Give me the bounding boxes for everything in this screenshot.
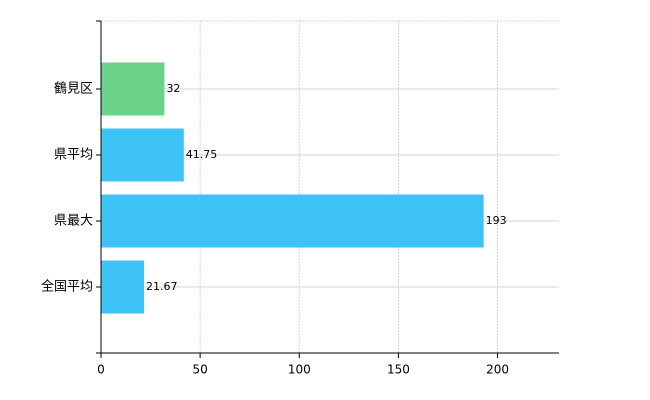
y-tick-label: 鶴見区 xyxy=(54,81,93,97)
x-tick-label: 150 xyxy=(387,363,410,377)
bar xyxy=(101,260,144,314)
y-tick-label: 県平均 xyxy=(54,148,93,163)
y-tick-label: 県最大 xyxy=(54,214,93,229)
data-label: 21.67 xyxy=(146,280,178,293)
bar xyxy=(101,128,184,182)
data-label: 41.75 xyxy=(186,148,218,161)
bar xyxy=(101,194,484,248)
data-label: 193 xyxy=(486,214,507,227)
x-tick-label: 100 xyxy=(288,363,311,377)
y-tick-label: 全国平均 xyxy=(41,279,93,295)
x-tick-label: 50 xyxy=(192,363,207,377)
x-tick-label: 200 xyxy=(486,363,509,377)
data-label: 32 xyxy=(166,82,180,95)
bar xyxy=(101,62,165,116)
x-tick-label: 0 xyxy=(97,363,105,377)
